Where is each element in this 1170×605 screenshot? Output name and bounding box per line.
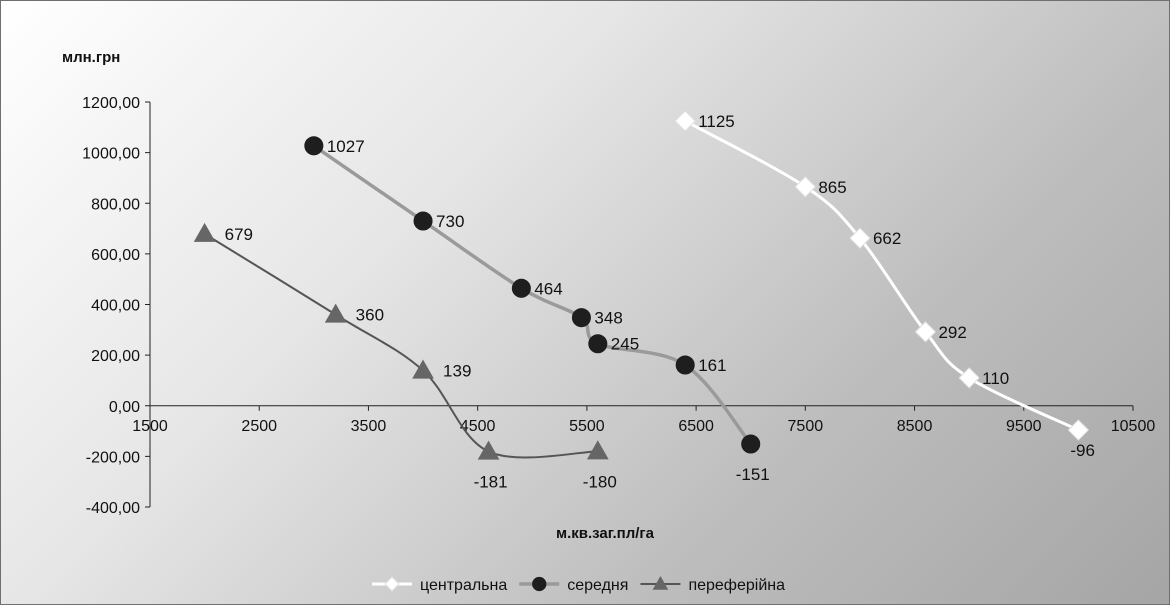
data-point	[586, 440, 609, 460]
data-label: -180	[583, 472, 617, 491]
y-tick-label: 800,00	[91, 196, 140, 213]
data-point	[675, 355, 695, 375]
x-tick-label: 4500	[460, 418, 496, 435]
series-layer: 1125 865 662 292 110 -96 1027 730 464 348 245 161 -1…	[193, 110, 1095, 492]
data-point	[477, 440, 500, 460]
legend-label: переферійна	[688, 577, 785, 594]
legend-swatch-marker	[384, 576, 400, 592]
data-label: 139	[443, 362, 471, 381]
x-tick-label: 7500	[788, 418, 824, 435]
legend-label: центральна	[420, 577, 507, 594]
series-1: 1027 730 464 348 245 161 -151	[304, 136, 770, 484]
data-label: 662	[873, 229, 901, 248]
data-point	[741, 434, 761, 454]
y-tick-label: -400,00	[86, 500, 140, 517]
axes: 1200,00 1000,00 800,00 600,00 400,00 200,00 0,…	[82, 95, 1155, 517]
data-point	[193, 222, 216, 242]
data-point	[511, 278, 531, 298]
data-point	[1067, 419, 1090, 441]
legend-swatch-marker	[532, 576, 547, 592]
data-point	[571, 308, 591, 328]
x-tick-label: 8500	[897, 418, 933, 435]
y-tick-label: 0,00	[109, 399, 140, 416]
data-point	[324, 303, 347, 323]
y-tick-label: -200,00	[86, 449, 140, 466]
data-point	[794, 176, 817, 198]
data-label: 679	[225, 225, 253, 244]
x-tick-label: 5500	[569, 418, 605, 435]
x-tick-label: 10500	[1111, 418, 1156, 435]
data-label: 348	[594, 309, 622, 328]
data-label: 161	[698, 356, 726, 375]
legend: центральна середня переферійна	[372, 575, 785, 594]
x-tick-label: 9500	[1006, 418, 1042, 435]
data-label: 292	[938, 323, 966, 342]
data-point	[958, 367, 980, 389]
x-tick-label: 3500	[351, 418, 387, 435]
series-0: 1125 865 662 292 110 -96	[674, 110, 1095, 460]
series-line	[684, 119, 1080, 432]
series-line	[312, 144, 753, 446]
data-point	[849, 227, 871, 249]
x-tick-label: 2500	[241, 418, 277, 435]
data-point	[588, 334, 608, 354]
legend-swatch-marker	[652, 575, 669, 590]
data-label: 1125	[698, 112, 735, 131]
data-label: -181	[474, 473, 508, 492]
y-tick-label: 400,00	[91, 298, 140, 315]
legend-item-1: середня	[519, 576, 628, 594]
legend-item-2: переферійна	[640, 575, 785, 594]
data-label: 110	[982, 369, 1009, 388]
data-label: 464	[534, 279, 562, 298]
y-tick-label: 1000,00	[82, 146, 140, 163]
x-tick-label: 1500	[132, 418, 168, 435]
data-label: -151	[736, 465, 770, 484]
data-point	[412, 359, 434, 379]
x-axis-title: м.кв.заг.пл/га	[556, 525, 655, 542]
legend-label: середня	[567, 577, 628, 594]
data-point	[413, 211, 433, 231]
y-axis-title: млн.грн	[62, 49, 120, 66]
data-point	[674, 110, 696, 132]
x-tick-label: 6500	[678, 418, 714, 435]
data-label: -96	[1070, 441, 1095, 460]
y-tick-label: 200,00	[91, 348, 140, 365]
y-tick-label: 1200,00	[82, 95, 140, 112]
y-tick-label: 600,00	[91, 247, 140, 264]
data-label: 245	[611, 335, 639, 354]
data-point	[914, 321, 937, 343]
legend-item-0: центральна	[372, 576, 507, 594]
data-label: 865	[818, 178, 846, 197]
data-label: 1027	[327, 137, 365, 156]
series-2: 679 360 139 -181 -180	[193, 222, 617, 492]
data-label: 360	[356, 306, 384, 325]
data-label: 730	[436, 212, 464, 231]
data-point	[304, 136, 324, 156]
